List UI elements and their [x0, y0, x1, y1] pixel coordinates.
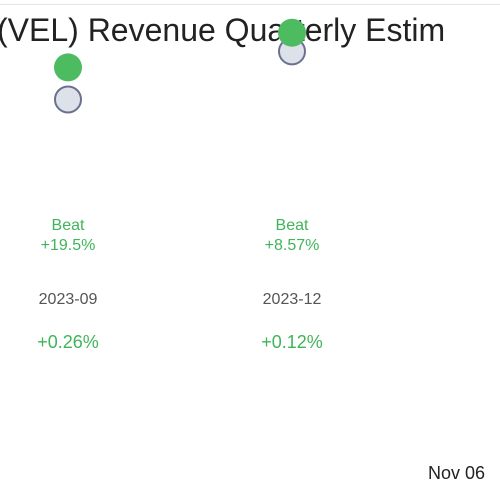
- beat-status-label: Beat: [276, 217, 309, 234]
- estimate-marker: [54, 85, 82, 114]
- change-percent-label: +0.12%: [261, 332, 323, 352]
- beat-status-label: Beat: [52, 217, 85, 234]
- actual-marker: [278, 18, 306, 47]
- actual-marker: [54, 53, 82, 82]
- period-label: 2023-09: [39, 291, 98, 308]
- chart-title: (VEL) Revenue Quarterly Estim: [0, 12, 446, 48]
- surprise-percent-label: +19.5%: [41, 237, 96, 254]
- change-percent-label: +0.26%: [37, 332, 99, 352]
- top-divider: [0, 4, 500, 5]
- surprise-percent-label: +8.57%: [265, 237, 320, 254]
- footer-date: Nov 06: [428, 463, 486, 483]
- period-label: 2023-12: [263, 291, 322, 308]
